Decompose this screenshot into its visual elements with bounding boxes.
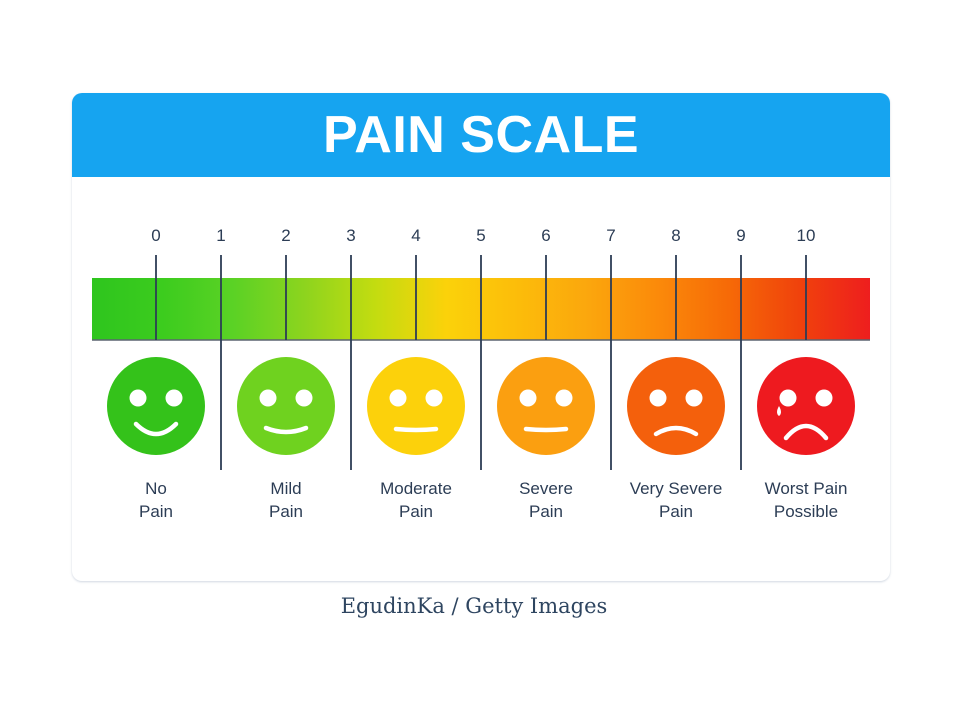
page-title: PAIN SCALE xyxy=(322,106,640,164)
face-mouth xyxy=(523,426,569,433)
face-circle xyxy=(107,357,205,455)
scale-number-3: 3 xyxy=(346,226,355,245)
face-mouth xyxy=(653,425,699,437)
image-credit: EgudinKa / Getty Images xyxy=(340,594,608,618)
face-label-line2: Possible xyxy=(774,502,838,521)
scale-number-6: 6 xyxy=(541,226,550,245)
face-mouth xyxy=(393,426,439,433)
face-right-eye xyxy=(165,389,183,407)
face-left-eye xyxy=(649,389,667,407)
face-label-line1: Mild xyxy=(270,479,301,498)
face-left-eye xyxy=(129,389,147,407)
face-mouth xyxy=(263,425,309,435)
crying-face-icon: Worst Pain Possible xyxy=(757,357,855,521)
scale-number-9: 9 xyxy=(736,226,745,245)
face-label-line2: Pain xyxy=(659,502,693,521)
face-right-eye xyxy=(425,389,443,407)
uneasy-face-icon: Severe Pain xyxy=(497,357,595,521)
face-circle xyxy=(497,357,595,455)
face-label-line2: Pain xyxy=(399,502,433,521)
face-label-line2: Pain xyxy=(269,502,303,521)
face-left-eye xyxy=(519,389,537,407)
face-right-eye xyxy=(685,389,703,407)
face-left-eye xyxy=(389,389,407,407)
scale-number-8: 8 xyxy=(671,226,680,245)
sad-face-icon: Very Severe Pain xyxy=(627,357,725,521)
scale-number-2: 2 xyxy=(281,226,290,245)
face-label-line1: Moderate xyxy=(380,479,452,498)
face-circle xyxy=(757,357,855,455)
face-circle xyxy=(367,357,465,455)
face-mouth xyxy=(783,423,829,441)
face-right-eye xyxy=(295,389,313,407)
scale-number-10: 10 xyxy=(797,226,816,245)
scale-number-1: 1 xyxy=(216,226,225,245)
very-happy-face-icon: No Pain xyxy=(107,357,205,521)
face-label-line1: Very Severe xyxy=(630,479,723,498)
title-banner: PAIN SCALE xyxy=(72,93,890,177)
scale-number-7: 7 xyxy=(606,226,615,245)
face-label-line2: Pain xyxy=(529,502,563,521)
face-left-eye xyxy=(779,389,797,407)
face-label-line1: Severe xyxy=(519,479,573,498)
face-left-eye xyxy=(259,389,277,407)
scale-ticks: 0 1 2 3 4 5 6 7 8 9 10 xyxy=(151,226,815,470)
scale-number-0: 0 xyxy=(151,226,160,245)
neutral-face-icon: Moderate Pain xyxy=(367,357,465,521)
face-mouth xyxy=(133,421,179,437)
face-label-line2: Pain xyxy=(139,502,173,521)
face-right-eye xyxy=(815,389,833,407)
face-right-eye xyxy=(555,389,573,407)
face-label-line1: Worst Pain xyxy=(765,479,848,498)
tear-drop-icon xyxy=(777,406,781,416)
face-circle xyxy=(237,357,335,455)
happy-face-icon: Mild Pain xyxy=(237,357,335,521)
face-circle xyxy=(627,357,725,455)
scale-number-5: 5 xyxy=(476,226,485,245)
face-label-line1: No xyxy=(145,479,167,498)
faces-row: NoPainMildPainModeratePainSeverePainVery… xyxy=(107,357,855,521)
scale-number-4: 4 xyxy=(411,226,420,245)
